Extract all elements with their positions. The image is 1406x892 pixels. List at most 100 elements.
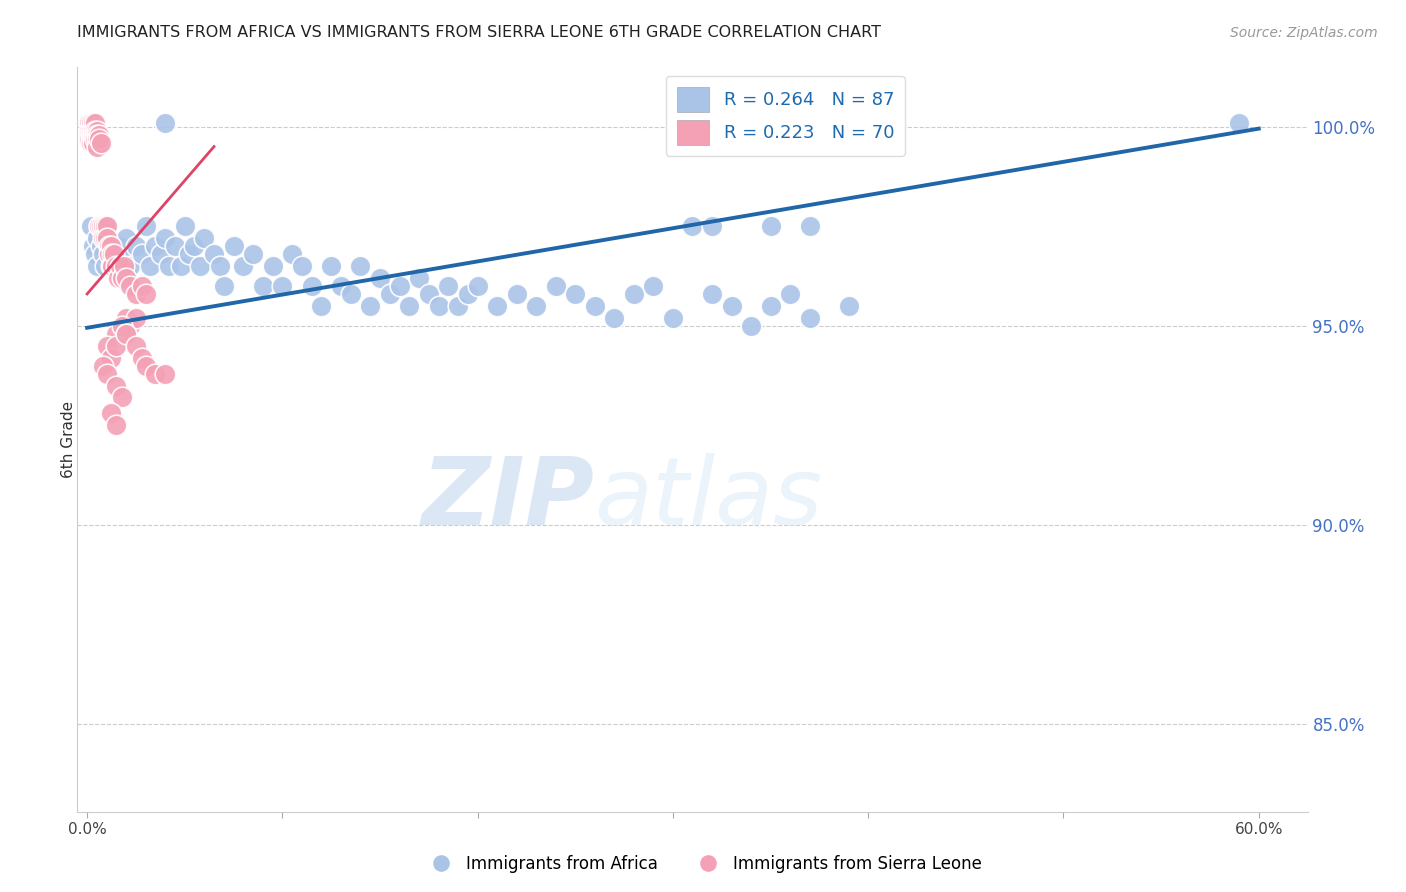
Point	[111, 318, 134, 333]
Point	[155, 116, 177, 130]
Point	[91, 231, 114, 245]
Point	[105, 259, 128, 273]
Point	[662, 310, 685, 325]
Point	[97, 239, 120, 253]
Point	[486, 299, 509, 313]
Point	[252, 279, 274, 293]
Point	[84, 131, 107, 145]
Point	[603, 310, 626, 325]
Point	[82, 128, 104, 142]
Point	[86, 123, 108, 137]
Point	[115, 231, 138, 245]
Point	[271, 279, 294, 293]
Point	[111, 391, 134, 405]
Legend: R = 0.264   N = 87, R = 0.223   N = 70: R = 0.264 N = 87, R = 0.223 N = 70	[666, 76, 905, 156]
Point	[135, 219, 157, 234]
Point	[125, 287, 148, 301]
Point	[262, 259, 284, 273]
Point	[759, 299, 782, 313]
Point	[145, 239, 167, 253]
Point	[222, 239, 245, 253]
Point	[232, 259, 254, 273]
Point	[93, 231, 115, 245]
Point	[82, 136, 104, 150]
Point	[115, 326, 138, 341]
Point	[97, 239, 120, 253]
Point	[281, 247, 304, 261]
Point	[107, 259, 129, 273]
Point	[138, 259, 160, 273]
Point	[90, 136, 112, 150]
Point	[105, 378, 128, 392]
Point	[150, 247, 173, 261]
Point	[155, 367, 177, 381]
Point	[163, 239, 186, 253]
Point	[86, 128, 108, 142]
Point	[84, 128, 107, 142]
Point	[125, 339, 148, 353]
Point	[242, 247, 264, 261]
Point	[623, 287, 645, 301]
Point	[100, 239, 122, 253]
Point	[107, 271, 129, 285]
Point	[135, 287, 157, 301]
Point	[157, 259, 180, 273]
Point	[330, 279, 353, 293]
Point	[131, 247, 153, 261]
Point	[177, 247, 200, 261]
Point	[105, 418, 128, 433]
Point	[111, 247, 134, 261]
Point	[80, 136, 103, 150]
Point	[100, 406, 122, 420]
Point	[135, 359, 157, 373]
Point	[87, 219, 110, 234]
Text: IMMIGRANTS FROM AFRICA VS IMMIGRANTS FROM SIERRA LEONE 6TH GRADE CORRELATION CHA: IMMIGRANTS FROM AFRICA VS IMMIGRANTS FRO…	[77, 25, 882, 40]
Point	[105, 326, 128, 341]
Point	[77, 123, 100, 137]
Point	[544, 279, 567, 293]
Point	[700, 287, 723, 301]
Point	[84, 247, 107, 261]
Point	[86, 131, 108, 145]
Point	[90, 239, 112, 253]
Point	[408, 271, 430, 285]
Point	[155, 231, 177, 245]
Point	[80, 219, 103, 234]
Point	[349, 259, 371, 273]
Point	[82, 239, 104, 253]
Point	[82, 116, 104, 130]
Point	[799, 310, 821, 325]
Legend: Immigrants from Africa, Immigrants from Sierra Leone: Immigrants from Africa, Immigrants from …	[418, 848, 988, 880]
Point	[82, 123, 104, 137]
Point	[96, 231, 118, 245]
Point	[87, 219, 110, 234]
Point	[84, 116, 107, 130]
Point	[100, 351, 122, 365]
Point	[103, 247, 125, 261]
Point	[418, 287, 440, 301]
Point	[86, 259, 108, 273]
Point	[427, 299, 450, 313]
Point	[779, 287, 801, 301]
Point	[120, 318, 141, 333]
Point	[87, 131, 110, 145]
Point	[111, 271, 134, 285]
Point	[838, 116, 860, 130]
Point	[91, 219, 114, 234]
Point	[105, 339, 128, 353]
Point	[524, 299, 547, 313]
Point	[799, 219, 821, 234]
Point	[105, 247, 128, 261]
Point	[183, 239, 205, 253]
Point	[378, 287, 401, 301]
Point	[112, 259, 135, 273]
Point	[120, 279, 141, 293]
Point	[339, 287, 361, 301]
Point	[90, 219, 112, 234]
Point	[388, 279, 411, 293]
Point	[100, 247, 122, 261]
Text: Source: ZipAtlas.com: Source: ZipAtlas.com	[1230, 26, 1378, 40]
Text: ZIP: ZIP	[422, 453, 595, 545]
Point	[93, 259, 115, 273]
Point	[87, 128, 110, 142]
